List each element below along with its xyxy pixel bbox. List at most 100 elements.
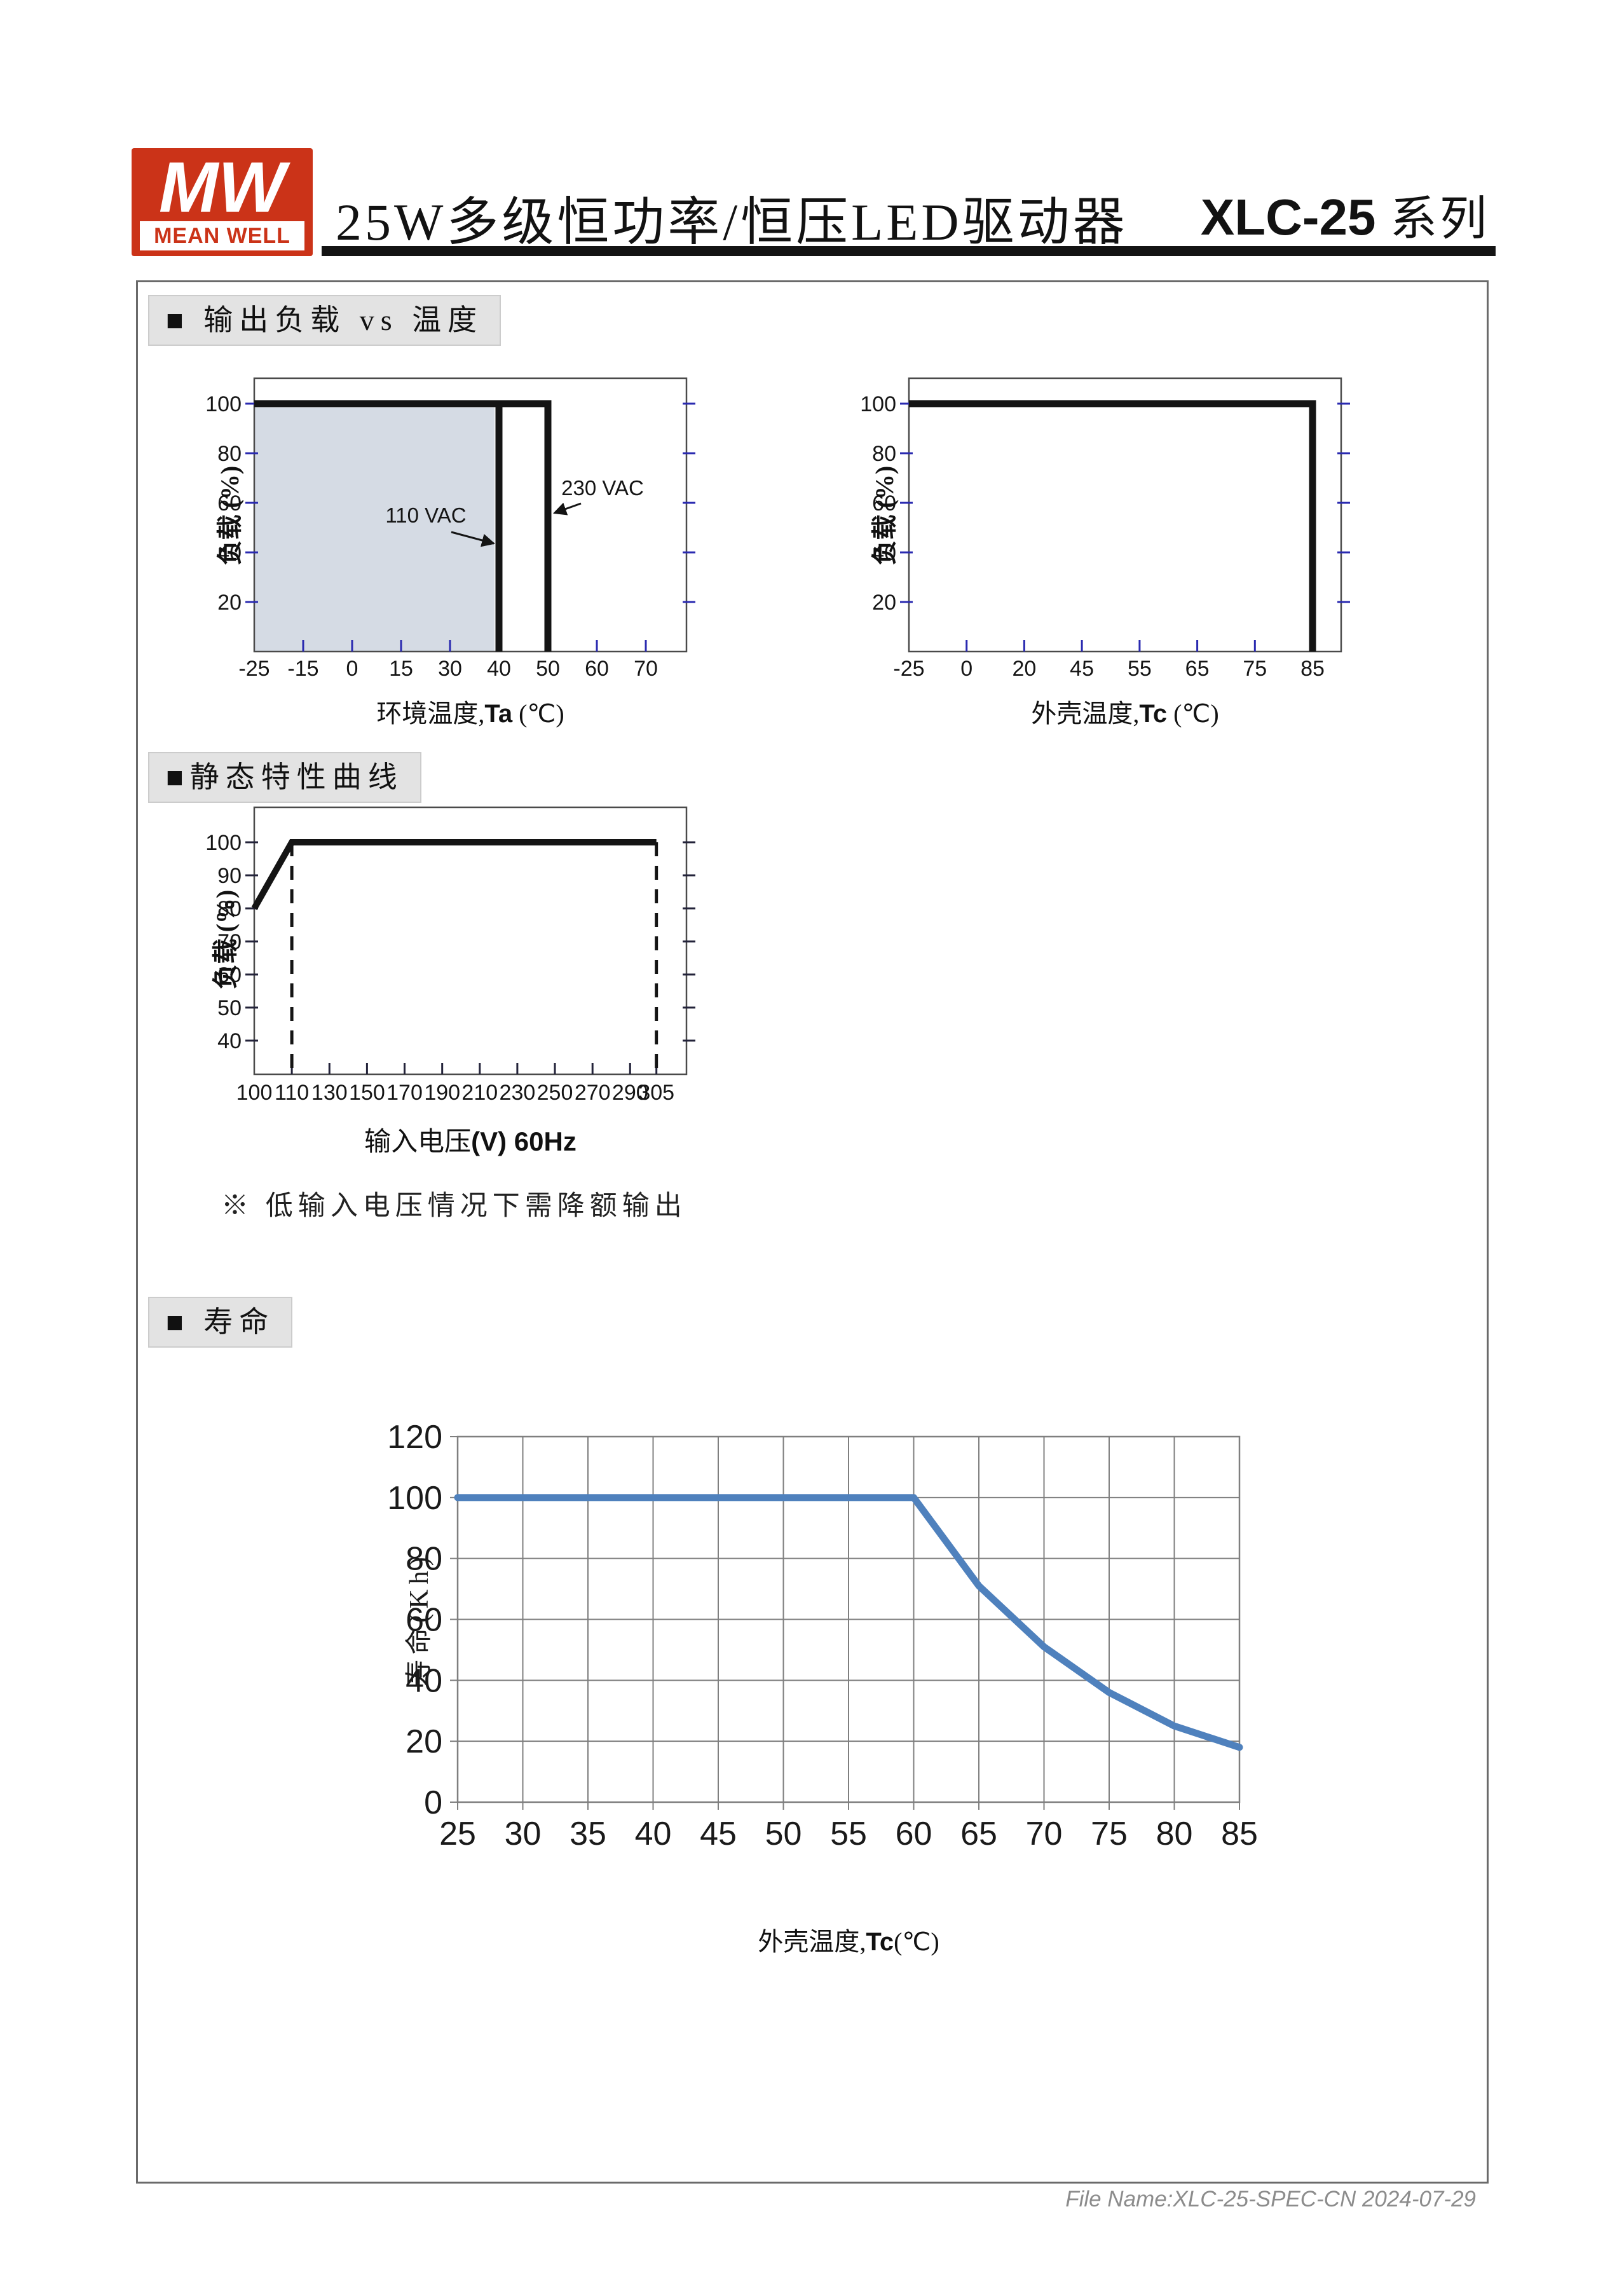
x-tick-label: 190 <box>424 1081 460 1105</box>
x-tick-label: 75 <box>1091 1815 1128 1852</box>
x-tick-label: 50 <box>765 1815 802 1852</box>
plot-border <box>253 806 688 1076</box>
x-tick-label: 170 <box>386 1081 423 1105</box>
x-tick-label: 80 <box>1156 1815 1193 1852</box>
annotation-arrow <box>451 531 496 547</box>
chart1-x-axis-title-bold: Ta <box>484 700 513 728</box>
x-tick-label: 270 <box>575 1081 611 1105</box>
x-tick-label: 230 <box>500 1081 536 1105</box>
x-tick-label: 70 <box>1026 1815 1063 1852</box>
x-tick-label: 250 <box>537 1081 573 1105</box>
chart4-x-axis-title-unit: (℃) <box>894 1927 939 1956</box>
x-tick-label: -25 <box>238 657 270 681</box>
y-tick-label: 70 <box>217 930 242 954</box>
x-tick-label: 15 <box>389 657 413 681</box>
x-tick-label: 30 <box>438 657 462 681</box>
y-tick-label: 40 <box>406 1662 442 1699</box>
annotation-label: 230 VAC <box>561 476 644 500</box>
chart1-x-axis-title: 环境温度,Ta (℃) <box>254 693 686 730</box>
x-tick-label: 40 <box>487 657 511 681</box>
chart4-x-axis-title-bold: Tc <box>866 1928 894 1956</box>
x-tick-label: 0 <box>960 657 972 681</box>
chart2-y-axis-title: 负载 (%) <box>870 465 899 566</box>
y-tick-label: 40 <box>872 541 896 565</box>
series-line <box>254 400 552 652</box>
x-tick-label: 55 <box>1128 657 1152 681</box>
series-line <box>909 400 1316 652</box>
y-tick-label: 120 <box>387 1419 442 1456</box>
y-tick-label: 50 <box>217 996 242 1020</box>
chart4-x-axis-title-text: 外壳温度, <box>758 1927 866 1956</box>
chart4-y-axis-title: 寿命(Kh) <box>405 1552 434 1686</box>
x-tick-label: 45 <box>1070 657 1094 681</box>
x-tick-label: 130 <box>311 1081 348 1105</box>
y-tick-label: 0 <box>424 1784 442 1821</box>
x-tick-label: 30 <box>505 1815 542 1852</box>
y-tick-label: 60 <box>872 491 896 516</box>
y-tick-label: 40 <box>217 1029 242 1053</box>
x-tick-label: 110 <box>275 1081 309 1105</box>
x-tick-label: 85 <box>1300 657 1325 681</box>
chart1-y-axis-title: 负载 (%) <box>215 465 244 566</box>
chart3-x-axis-title-text: 输入电压 <box>364 1128 472 1157</box>
x-tick-label: 100 <box>236 1081 273 1105</box>
y-tick-label: 60 <box>217 963 242 987</box>
x-tick-label: 0 <box>346 657 358 681</box>
life-curve <box>454 1494 1243 1751</box>
annotation-arrow <box>553 502 582 516</box>
y-tick-label: 60 <box>406 1602 442 1639</box>
chart4-x-axis-title: 外壳温度,Tc(℃) <box>458 1921 1239 1958</box>
chart-load-vs-case-temperature: 20 40 60 80 100 -25 0 20 45 55 65 75 85 <box>860 377 1350 681</box>
y-tick-label: 100 <box>860 392 896 416</box>
y-tick-label: 20 <box>872 591 896 615</box>
x-tick-label: 210 <box>461 1081 498 1105</box>
series-suffix: 系列 <box>1375 193 1489 245</box>
x-tick-label: 40 <box>635 1815 672 1852</box>
chart3-x-axis-title-bold: (V) 60Hz <box>471 1126 577 1156</box>
chart2-x-axis-title-bold: Tc <box>1139 700 1168 728</box>
y-tick-label: 80 <box>406 1541 442 1578</box>
title-divider-bar <box>322 246 1496 256</box>
shaded-region <box>254 407 495 652</box>
section-title-output-load-vs-temperature: ■ 输出负载 vs 温度 <box>148 295 502 346</box>
x-tick-label: 65 <box>1185 657 1210 681</box>
chart3-x-axis-title: 输入电压(V) 60Hz <box>254 1120 686 1159</box>
chart-lifetime-vs-case-temperature: 25 30 35 40 45 50 55 60 65 70 75 80 85 0 20 40 60 80 100 12… <box>387 1419 1258 1852</box>
x-tick-label: 50 <box>536 657 560 681</box>
chart3-y-axis-title: 负载 (%) <box>211 889 240 990</box>
chart2-x-axis-title-text: 外壳温度, <box>1031 699 1140 728</box>
meanwell-logo-name: MEAN WELL <box>140 221 304 250</box>
low-input-voltage-note: ※ 低输入电压情况下需降额输出 <box>221 1191 687 1221</box>
x-tick-label: 60 <box>896 1815 932 1852</box>
plot-border <box>253 377 688 653</box>
page-title: 25W多级恒功率/恒压LED驱动器 <box>336 193 1128 251</box>
x-tick-label: 70 <box>634 657 658 681</box>
annotation-label: 110 VAC <box>385 503 466 527</box>
section-title-lifetime: ■ 寿命 <box>148 1297 293 1348</box>
y-tick-label: 40 <box>217 541 242 565</box>
y-tick-label: 20 <box>217 591 242 615</box>
x-tick-label: 65 <box>960 1815 997 1852</box>
x-tick-label: 25 <box>439 1815 476 1852</box>
x-tick-label: 305 <box>638 1081 674 1105</box>
x-tick-label: -25 <box>893 657 924 681</box>
x-tick-label: -15 <box>287 657 318 681</box>
x-tick-label: 20 <box>1012 657 1036 681</box>
section-title-static-characteristic: ■静态特性曲线 <box>148 752 421 803</box>
x-tick-label: 35 <box>570 1815 606 1852</box>
chart1-x-axis-title-unit: (℃) <box>512 699 564 728</box>
y-tick-label: 100 <box>205 392 242 416</box>
y-tick-label: 80 <box>872 442 896 466</box>
x-tick-label: 75 <box>1243 657 1267 681</box>
y-tick-label: 90 <box>217 864 242 888</box>
plot-border <box>908 377 1342 653</box>
x-tick-label: 45 <box>700 1815 737 1852</box>
x-tick-label: 290 <box>612 1081 648 1105</box>
meanwell-logo-mark: MW <box>158 147 285 227</box>
y-tick-label: 80 <box>217 897 242 921</box>
chart-load-vs-ambient-temperature: 20 40 60 80 100 -25 -15 0 15 30 40 50 60 70 110 VAC 230… <box>205 377 695 681</box>
chart2-x-axis-title-unit: (℃) <box>1167 699 1219 728</box>
chart2-x-axis-title: 外壳温度,Tc (℃) <box>909 693 1341 730</box>
